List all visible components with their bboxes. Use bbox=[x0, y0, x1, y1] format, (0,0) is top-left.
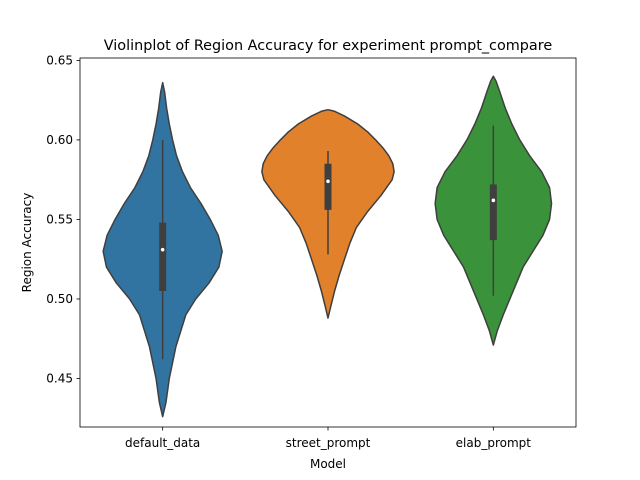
y-tick-label: 0.60 bbox=[46, 133, 73, 147]
x-axis-ticks: default_data street_prompt elab_prompt bbox=[125, 427, 531, 450]
x-tick-label: elab_prompt bbox=[456, 436, 532, 450]
median-point-default_data bbox=[160, 247, 165, 252]
iqr-box-street_prompt bbox=[324, 163, 332, 210]
y-tick-label: 0.45 bbox=[46, 371, 73, 385]
chart-title: Violinplot of Region Accuracy for experi… bbox=[104, 38, 553, 54]
y-axis-label: Region Accuracy bbox=[20, 193, 34, 293]
x-axis-label: Model bbox=[310, 457, 346, 471]
iqr-box-default_data bbox=[159, 222, 167, 292]
y-axis-ticks: 0.45 0.50 0.55 0.60 0.65 bbox=[46, 53, 80, 385]
iqr-box-elab_prompt bbox=[489, 184, 497, 241]
violin-layer bbox=[102, 75, 553, 418]
y-tick-label: 0.55 bbox=[46, 212, 73, 226]
y-tick-label: 0.65 bbox=[46, 53, 73, 67]
y-tick-label: 0.50 bbox=[46, 292, 73, 306]
plot-frame bbox=[79, 57, 577, 428]
median-point-elab_prompt bbox=[491, 198, 496, 203]
median-point-street_prompt bbox=[326, 179, 330, 184]
x-tick-label: street_prompt bbox=[286, 436, 371, 450]
x-tick-label: default_data bbox=[125, 436, 200, 450]
